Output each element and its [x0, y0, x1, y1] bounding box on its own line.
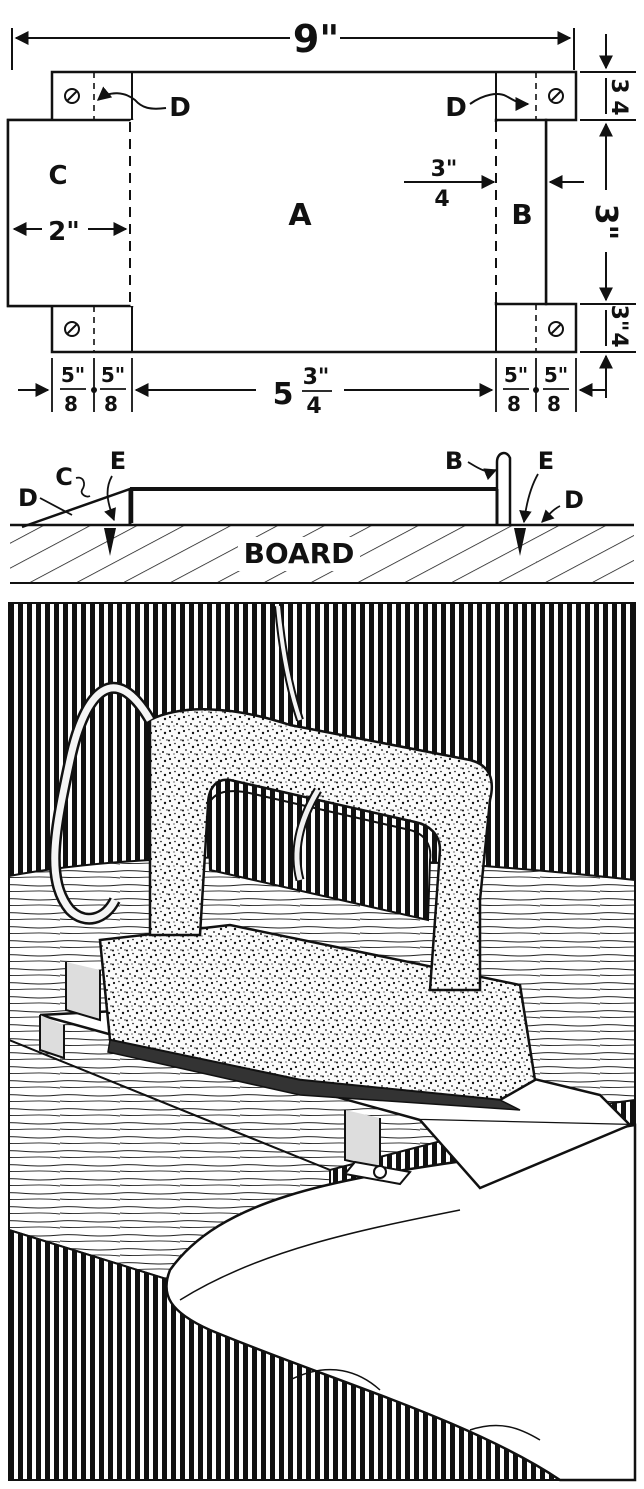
svg-text:8: 8	[507, 392, 521, 416]
label-b: B	[511, 198, 532, 231]
svg-text:5": 5"	[544, 363, 568, 387]
right-height-dim: 3"	[588, 204, 623, 241]
section-label-c: C	[55, 463, 73, 491]
svg-text:3": 3"	[606, 305, 631, 332]
plan-view: 9"	[6, 17, 636, 419]
section-lip-b	[495, 451, 512, 525]
svg-text:4: 4	[606, 100, 631, 115]
svg-text:3": 3"	[303, 365, 330, 390]
section-view: BOARD D C E B E D	[10, 447, 634, 584]
svg-text:4: 4	[606, 332, 631, 347]
section-label-d-right: D	[564, 486, 584, 514]
nail-left	[104, 528, 116, 556]
c-width-label: 2"	[48, 217, 80, 247]
svg-text:5": 5"	[504, 363, 528, 387]
bottom-dimension-row: 5" 8 5" 8 5 3" 4 5" 8 5" 8	[18, 358, 606, 419]
label-d-left: D	[169, 93, 191, 123]
b-gap-denominator: 4	[434, 187, 449, 212]
tab-b	[494, 118, 548, 306]
ironing-cloth	[165, 1123, 637, 1482]
right-tab-top-dim: 3 4	[605, 78, 631, 116]
section-label-d-left: D	[18, 484, 38, 512]
screw-icon	[373, 1165, 387, 1179]
svg-text:4: 4	[306, 394, 321, 419]
iron-illustration	[8, 602, 637, 1482]
svg-text:3": 3"	[588, 204, 623, 241]
cord	[51, 684, 154, 923]
cord-middle	[294, 788, 321, 881]
stand-leg-left	[39, 1015, 65, 1060]
label-d-right: D	[445, 93, 467, 123]
cord-top	[276, 605, 302, 721]
section-label-b: B	[445, 447, 463, 475]
screw-hole-bottom-right	[548, 321, 564, 337]
section-label-e-right: E	[538, 447, 554, 475]
label-a: A	[288, 198, 312, 233]
stand-leg-front	[344, 1110, 381, 1170]
stand-lip-back	[65, 962, 101, 1022]
section-label-e-left: E	[110, 447, 126, 475]
svg-text:3: 3	[606, 78, 631, 93]
overall-width-label: 9"	[293, 17, 339, 61]
svg-text:8: 8	[104, 392, 118, 416]
tab-c	[6, 118, 134, 308]
section-ramp-c	[21, 487, 134, 529]
svg-text:8: 8	[64, 392, 78, 416]
nail-right	[514, 528, 526, 556]
svg-text:5: 5	[273, 377, 294, 412]
svg-text:5": 5"	[61, 363, 85, 387]
screw-hole-top-right	[548, 88, 564, 104]
b-gap-numerator: 3"	[431, 157, 458, 182]
screw-hole-top-left	[64, 88, 80, 104]
svg-text:8: 8	[547, 392, 561, 416]
screw-hole-bottom-left	[64, 321, 80, 337]
handle-opening	[206, 790, 432, 922]
svg-text:5": 5"	[101, 363, 125, 387]
label-c: C	[48, 161, 67, 191]
iron-handle	[148, 708, 494, 992]
right-tab-bottom-dim: 3" 4	[605, 305, 631, 348]
board-label: BOARD	[244, 537, 355, 570]
stand-ramp	[419, 1119, 631, 1190]
